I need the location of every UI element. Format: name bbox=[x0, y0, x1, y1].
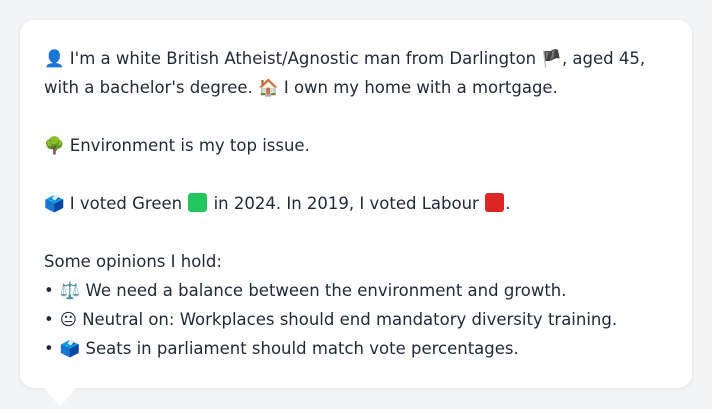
red-square-icon bbox=[485, 193, 505, 212]
speech-bubble-tail bbox=[43, 387, 77, 407]
opinion-text: We need a balance between the environmen… bbox=[85, 281, 567, 300]
opinion-text: Neutral on: Workplaces should end mandat… bbox=[82, 310, 618, 329]
top-issue-text: Environment is my top issue. bbox=[69, 136, 310, 155]
bio-age: , aged 45, bbox=[561, 49, 646, 68]
top-issue-line: 🌳 Environment is my top issue. bbox=[44, 131, 674, 160]
bio-education: with a bachelor's degree. bbox=[44, 78, 253, 97]
bullet: • bbox=[44, 310, 54, 329]
opinion-item: • 😐 Neutral on: Workplaces should end man… bbox=[44, 305, 674, 334]
balance-scale-icon: ⚖️ bbox=[59, 281, 81, 300]
person-icon: 👤 bbox=[44, 49, 65, 68]
bullet: • bbox=[44, 339, 54, 358]
persona-content: 👤 I'm a white British Atheist/Agnostic m… bbox=[44, 44, 674, 363]
england-flag-icon: 🏴 bbox=[541, 49, 562, 68]
bullet: • bbox=[44, 281, 54, 300]
ballot-box-icon: 🗳️ bbox=[44, 194, 65, 213]
bio-line-2: with a bachelor's degree. 🏠 I own my hom… bbox=[44, 73, 674, 102]
green-square-icon bbox=[188, 193, 208, 212]
neutral-face-icon: 😐 bbox=[59, 310, 77, 329]
persona-card: 👤 I'm a white British Atheist/Agnostic m… bbox=[20, 20, 692, 388]
tree-icon: 🌳 bbox=[44, 136, 65, 155]
opinion-text: Seats in parliament should match vote pe… bbox=[85, 339, 519, 358]
vote-text-c: . bbox=[505, 194, 511, 213]
opinion-item: • 🗳️ Seats in parliament should match vot… bbox=[44, 334, 674, 363]
bio-home: I own my home with a mortgage. bbox=[283, 78, 558, 97]
bio-text-1: I'm a white British Atheist/Agnostic man… bbox=[69, 49, 537, 68]
vote-text-a: I voted Green bbox=[69, 194, 183, 213]
vote-text-b: in 2024. In 2019, I voted Labour bbox=[213, 194, 479, 213]
opinions-heading: Some opinions I hold: bbox=[44, 252, 222, 271]
ballot-box-icon: 🗳️ bbox=[59, 339, 81, 358]
bio-line-1: 👤 I'm a white British Atheist/Agnostic m… bbox=[44, 44, 674, 73]
opinion-item: • ⚖️ We need a balance between the enviro… bbox=[44, 276, 674, 305]
house-icon: 🏠 bbox=[258, 78, 279, 97]
vote-history-line: 🗳️ I voted Green in 2024. In 2019, I vot… bbox=[44, 189, 674, 218]
